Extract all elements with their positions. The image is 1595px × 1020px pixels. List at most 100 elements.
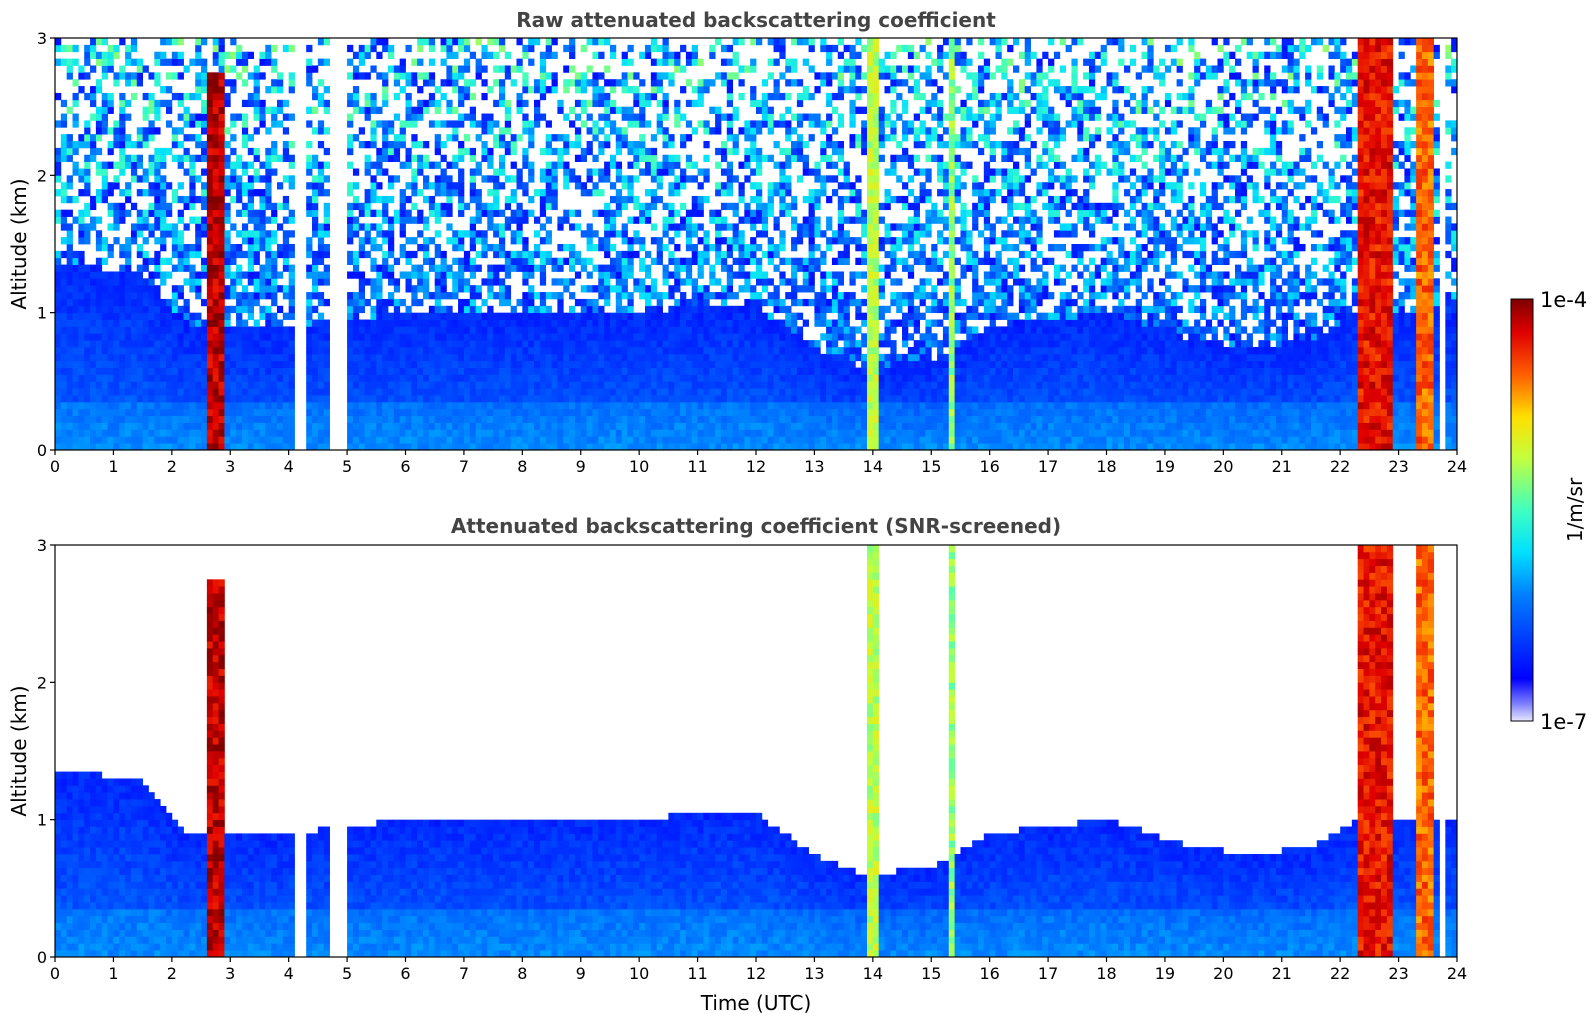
heatmap-cell — [539, 401, 547, 410]
heatmap-cell — [598, 340, 605, 348]
heatmap-cell — [306, 374, 313, 382]
heatmap-cell — [487, 422, 494, 430]
heatmap-cell — [767, 436, 774, 444]
heatmap-cell — [487, 271, 494, 279]
heatmap-cell — [55, 38, 62, 46]
heatmap-cell — [206, 189, 214, 197]
heatmap-cell — [440, 374, 447, 382]
heatmap-cell — [154, 113, 161, 121]
heatmap-cell — [154, 292, 161, 300]
heatmap-cell — [312, 202, 319, 211]
heatmap-cell — [738, 264, 745, 272]
heatmap-cell — [201, 168, 208, 176]
heatmap-cell — [615, 388, 623, 396]
heatmap-cell — [101, 292, 108, 300]
heatmap-cell — [60, 44, 68, 53]
heatmap-cell — [522, 72, 529, 80]
heatmap-cell — [399, 395, 406, 403]
heatmap-cell — [66, 237, 73, 245]
heatmap-cell — [399, 230, 406, 238]
heatmap-cell — [358, 326, 366, 334]
heatmap-cell — [376, 429, 383, 437]
heatmap-cell — [101, 72, 108, 80]
heatmap-cell — [434, 367, 441, 375]
heatmap-cell — [253, 86, 260, 94]
heatmap-cell — [580, 326, 587, 334]
heatmap-cell — [241, 230, 249, 238]
heatmap-cell — [55, 264, 62, 272]
heatmap-cell — [756, 195, 763, 204]
heatmap-cell — [212, 113, 219, 121]
heatmap-cell — [674, 113, 681, 121]
heatmap-cell — [387, 340, 395, 348]
heatmap-cell — [557, 422, 564, 430]
heatmap-cell — [475, 202, 482, 211]
heatmap-cell — [715, 120, 722, 128]
heatmap-cell — [703, 168, 710, 176]
heatmap-cell — [218, 134, 225, 142]
heatmap-cell — [136, 305, 144, 314]
heatmap-cell — [598, 422, 605, 430]
heatmap-cell — [615, 147, 623, 156]
heatmap-cell — [534, 244, 541, 252]
heatmap-cell — [428, 292, 436, 300]
heatmap-cell — [516, 58, 523, 66]
heatmap-cell — [241, 319, 249, 327]
heatmap-cell — [136, 319, 144, 327]
heatmap-cell — [580, 44, 587, 53]
heatmap-cell — [598, 175, 605, 183]
heatmap-cell — [376, 182, 383, 190]
heatmap-cell — [236, 209, 243, 217]
heatmap-cell — [72, 168, 79, 176]
heatmap-cell — [528, 195, 535, 204]
heatmap-cell — [317, 340, 325, 348]
heatmap-cell — [107, 161, 114, 169]
heatmap-cell — [323, 250, 330, 259]
heatmap-cell — [545, 216, 552, 224]
heatmap-cell — [352, 347, 360, 355]
heatmap-cell — [253, 106, 260, 114]
heatmap-cell — [271, 408, 278, 417]
heatmap-cell — [586, 381, 593, 389]
heatmap-cell — [522, 86, 529, 94]
heatmap-cell — [475, 264, 482, 272]
heatmap-cell — [697, 333, 704, 341]
heatmap-cell — [189, 134, 196, 142]
heatmap-cell — [84, 367, 91, 375]
heatmap-cell — [101, 388, 108, 396]
heatmap-cell — [405, 257, 412, 265]
heatmap-cell — [545, 257, 552, 265]
heatmap-cell — [66, 195, 73, 204]
heatmap-cell — [125, 408, 132, 417]
heatmap-cell — [323, 360, 330, 368]
heatmap-cell — [212, 58, 219, 66]
heatmap-cell — [177, 230, 184, 238]
heatmap-cell — [674, 326, 681, 334]
heatmap-cell — [434, 408, 441, 417]
heatmap-cell — [656, 326, 663, 334]
heatmap-cell — [522, 120, 529, 128]
heatmap-cell — [84, 319, 91, 327]
heatmap-cell — [627, 333, 634, 341]
heatmap-cell — [113, 79, 120, 87]
heatmap-cell — [452, 292, 459, 300]
heatmap-cell — [312, 127, 319, 135]
heatmap-cell — [130, 388, 138, 396]
heatmap-cell — [767, 381, 774, 389]
heatmap-cell — [241, 168, 249, 176]
heatmap-cell — [522, 298, 529, 307]
heatmap-cell — [358, 209, 366, 217]
heatmap-cell — [440, 92, 447, 101]
heatmap-cell — [434, 360, 441, 368]
heatmap-cell — [767, 408, 774, 417]
heatmap-cell — [247, 202, 255, 211]
heatmap-cell — [744, 161, 751, 169]
heatmap-cell — [563, 278, 570, 286]
heatmap-cell — [376, 319, 383, 327]
heatmap-cell — [241, 113, 249, 121]
heatmap-cell — [271, 264, 278, 272]
heatmap-cell — [645, 298, 652, 307]
heatmap-cell — [563, 381, 570, 389]
heatmap-cell — [125, 237, 132, 245]
heatmap-cell — [539, 209, 547, 217]
